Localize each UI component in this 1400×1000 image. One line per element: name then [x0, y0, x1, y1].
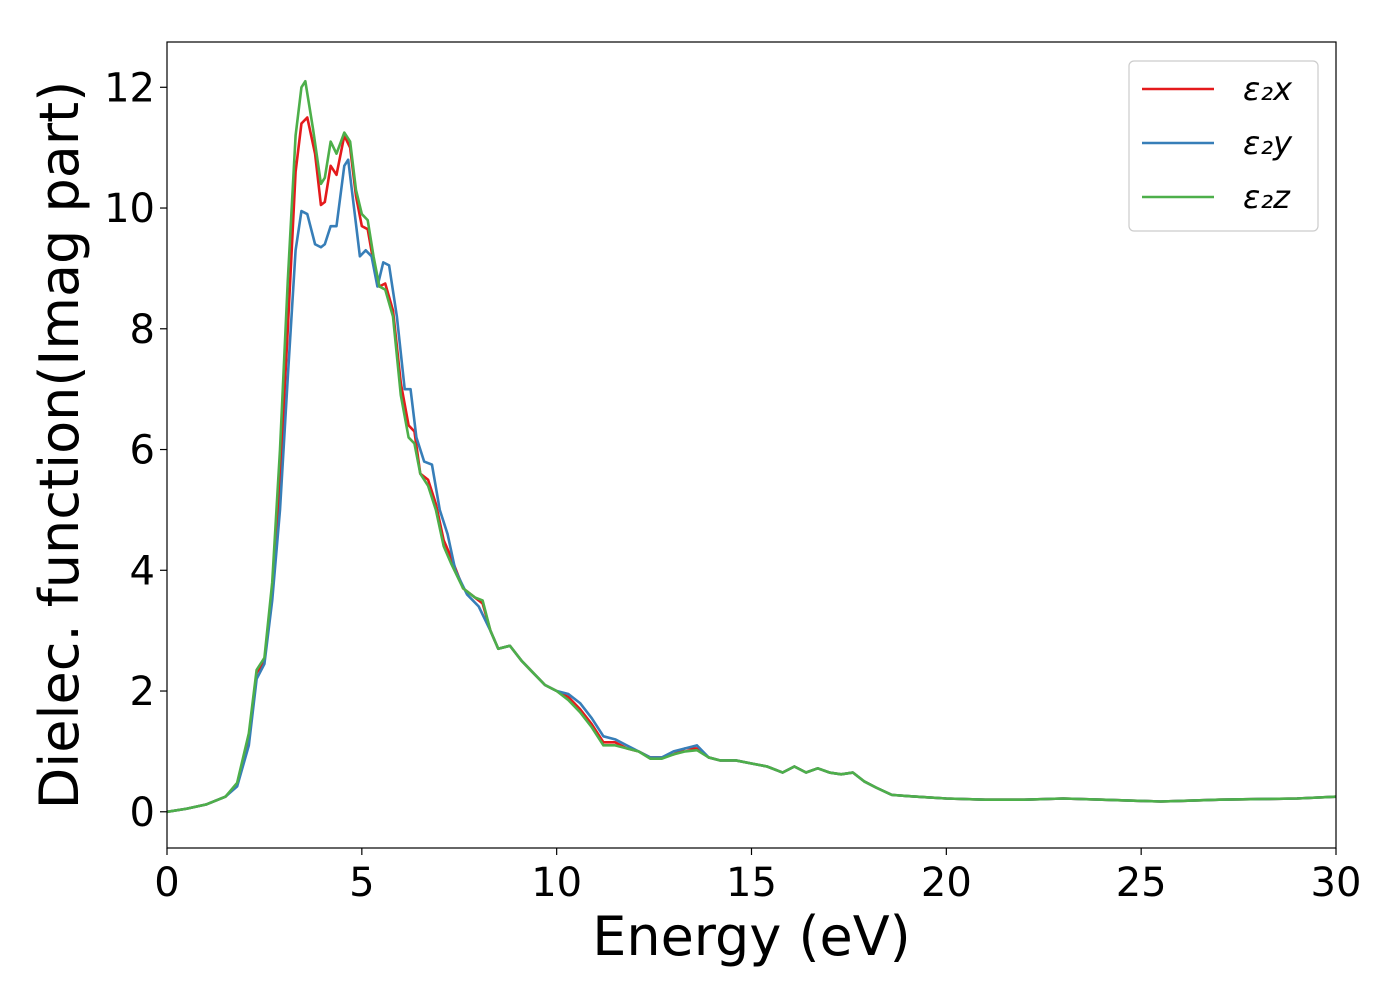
legend-label-0: ε₂x: [1243, 70, 1293, 108]
x-tick-label: 20: [921, 860, 972, 906]
x-tick-label: 15: [726, 860, 777, 906]
y-tick-label: 4: [130, 548, 155, 594]
y-axis-ticks: 0 2 4 6 8 10 12: [104, 65, 167, 836]
y-tick-label: 8: [130, 307, 155, 353]
y-axis-title: Dielec. function(Imag part): [28, 81, 91, 810]
legend: ε₂x ε₂y ε₂z: [1128, 60, 1319, 232]
x-tick-label: 25: [1116, 860, 1167, 906]
series-line-2: [167, 79, 1336, 814]
x-tick-label: 10: [531, 860, 582, 906]
y-tick-label: 2: [130, 669, 155, 715]
x-axis-ticks: 0 5 10 15 20 25 30: [154, 848, 1361, 906]
x-axis-title: Energy (eV): [592, 905, 911, 968]
y-tick-label: 12: [104, 65, 155, 111]
legend-label-1: ε₂y: [1243, 124, 1293, 162]
series-line-1: [167, 158, 1336, 814]
y-tick-label: 0: [130, 790, 155, 836]
x-tick-label: 0: [154, 860, 179, 906]
legend-label-2: ε₂z: [1243, 178, 1291, 216]
plot-lines: [167, 79, 1336, 814]
y-tick-label: 10: [104, 186, 155, 232]
y-tick-label: 6: [130, 428, 155, 474]
x-tick-label: 30: [1311, 860, 1362, 906]
x-tick-label: 5: [349, 860, 374, 906]
legend-box: [1128, 60, 1319, 232]
